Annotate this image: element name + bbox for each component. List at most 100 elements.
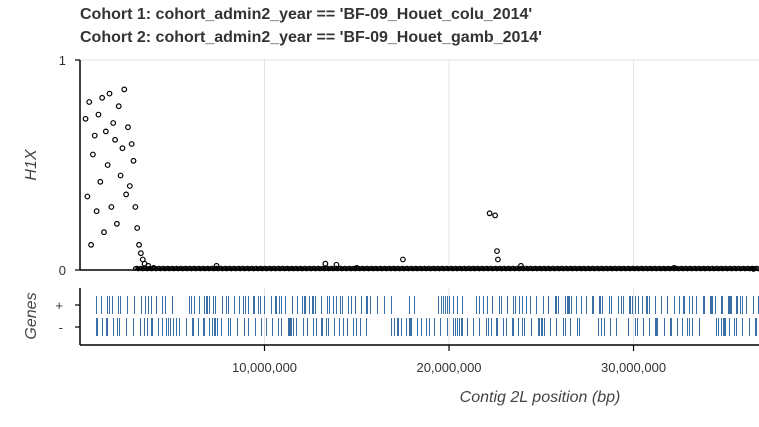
gene-plus-strand — [112, 296, 113, 314]
genes-axis-title: Genes — [23, 292, 40, 339]
gene-plus-strand — [462, 296, 463, 314]
gene-minus-strand — [488, 318, 489, 336]
gene-plus-strand — [629, 296, 631, 314]
gene-plus-strand — [315, 296, 316, 314]
gene-plus-strand — [646, 296, 648, 314]
gene-minus-strand — [203, 318, 205, 336]
gene-plus-strand — [271, 296, 272, 314]
gene-minus-strand — [459, 318, 460, 336]
gene-minus-strand — [334, 318, 335, 336]
gene-minus-strand — [524, 318, 525, 336]
gene-plus-strand — [329, 296, 330, 314]
gene-minus-strand — [214, 318, 216, 336]
data-point — [112, 136, 118, 143]
gene-plus-strand — [264, 296, 265, 314]
gene-minus-strand — [411, 318, 412, 336]
gene-minus-strand — [682, 318, 683, 336]
gene-minus-strand — [326, 318, 327, 336]
data-point — [99, 94, 106, 101]
gene-plus-strand — [370, 296, 371, 314]
gene-plus-strand — [548, 296, 549, 314]
gene-minus-strand — [486, 318, 487, 336]
gene-plus-strand — [674, 296, 675, 314]
gene-plus-strand — [145, 296, 146, 314]
gene-minus-strand — [179, 318, 180, 336]
gene-plus-strand — [569, 296, 570, 314]
gene-minus-strand — [261, 318, 262, 336]
gene-plus-strand — [515, 296, 516, 314]
gene-plus-strand — [449, 296, 450, 314]
data-point — [128, 141, 135, 147]
gene-minus-strand — [212, 318, 213, 336]
gene-plus-strand — [571, 296, 572, 314]
gene-plus-strand — [501, 296, 502, 314]
gene-plus-strand — [165, 296, 166, 314]
gene-minus-strand — [356, 318, 357, 336]
data-point — [108, 204, 115, 210]
gene-minus-strand — [176, 318, 177, 336]
data-point — [492, 212, 499, 219]
gene-plus-strand — [696, 296, 697, 314]
gene-plus-strand — [228, 296, 229, 314]
gene-plus-strand — [736, 296, 738, 314]
gene-minus-strand — [321, 318, 323, 336]
gene-plus-strand — [586, 296, 587, 314]
gene-plus-strand — [492, 296, 493, 314]
gene-minus-strand — [168, 318, 169, 336]
gene-plus-strand — [441, 296, 442, 314]
gene-plus-strand — [513, 296, 514, 314]
gene-plus-strand — [683, 296, 685, 314]
data-point — [130, 157, 137, 164]
gene-minus-strand — [406, 318, 407, 336]
scatter-series — [82, 86, 757, 272]
gene-minus-strand — [467, 318, 468, 336]
chart-title-line-2: Cohort 2: cohort_admin2_year == 'BF-09_H… — [80, 29, 542, 46]
gene-plus-strand — [487, 296, 488, 314]
gene-plus-strand — [327, 296, 328, 314]
gene-minus-strand — [198, 318, 199, 336]
data-point — [114, 220, 120, 227]
gene-minus-strand — [616, 318, 617, 336]
data-point — [117, 172, 124, 179]
gene-plus-strand — [377, 296, 378, 314]
gene-minus-strand — [353, 318, 354, 336]
gene-minus-strand — [635, 318, 636, 336]
data-point — [82, 115, 89, 122]
gene-plus-strand — [281, 296, 282, 314]
gene-plus-strand — [649, 296, 650, 314]
gene-minus-strand — [401, 318, 402, 336]
gene-minus-strand — [677, 318, 678, 336]
strand-label-minus: - — [59, 320, 63, 335]
gene-minus-strand — [699, 318, 700, 336]
data-point — [106, 90, 113, 97]
gene-minus-strand — [366, 318, 367, 336]
gene-plus-strand — [342, 296, 343, 314]
gene-plus-strand — [243, 296, 244, 314]
gene-minus-strand — [503, 318, 504, 336]
gene-plus-strand — [260, 296, 261, 314]
gene-plus-strand — [304, 296, 306, 314]
gene-minus-strand — [455, 318, 456, 336]
gene-plus-strand — [555, 296, 557, 314]
data-point — [101, 229, 107, 236]
data-point — [86, 99, 93, 105]
gene-plus-strand — [107, 296, 108, 314]
gene-minus-strand — [637, 318, 638, 336]
gene-minus-strand — [721, 318, 722, 336]
gene-plus-strand — [692, 296, 693, 314]
gene-minus-strand — [518, 318, 519, 336]
gene-plus-strand — [361, 296, 362, 314]
gene-minus-strand — [106, 318, 108, 336]
gene-minus-strand — [461, 318, 463, 336]
gene-minus-strand — [217, 318, 218, 336]
gene-minus-strand — [491, 318, 492, 336]
gene-plus-strand — [742, 296, 743, 314]
y-tick-label: 0 — [59, 263, 66, 278]
gene-minus-strand — [307, 318, 308, 336]
gene-plus-strand — [258, 296, 259, 314]
gene-track — [96, 296, 759, 336]
gene-plus-strand — [312, 296, 314, 314]
gene-minus-strand — [496, 318, 498, 336]
gene-plus-strand — [191, 296, 192, 314]
data-point — [495, 256, 501, 263]
